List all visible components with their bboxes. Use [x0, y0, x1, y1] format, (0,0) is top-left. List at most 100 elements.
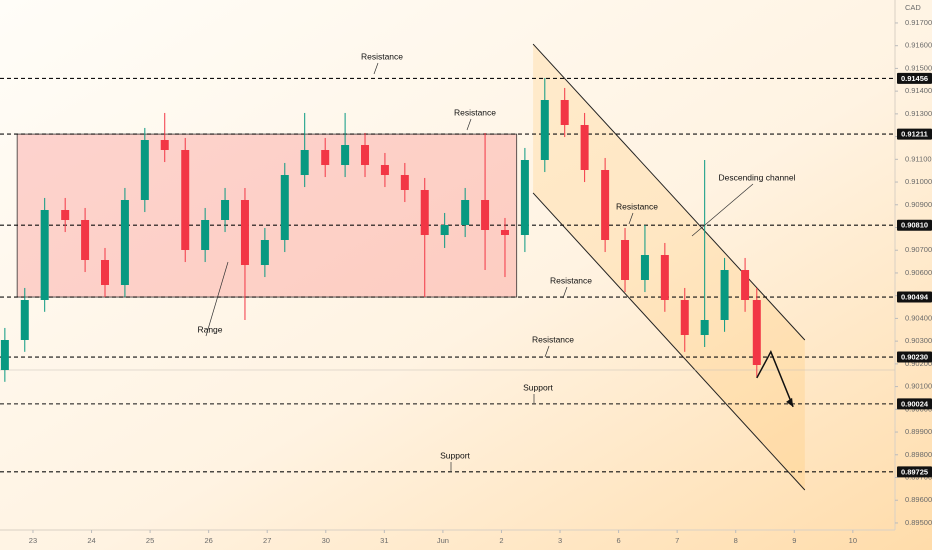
y-tick-label: 0.90700 [905, 245, 932, 254]
level-label: 0.91456 [901, 74, 928, 83]
candle-body [140, 140, 149, 200]
level-tag [897, 128, 932, 140]
candle-body [300, 150, 309, 175]
channel-line [532, 43, 806, 341]
candle-body [580, 125, 589, 170]
annotation: Resistance [454, 107, 496, 117]
y-tick-label: 0.91400 [905, 86, 932, 95]
candle-body [380, 165, 389, 175]
channel-line [532, 192, 806, 491]
level-label: 0.90024 [901, 399, 929, 408]
level-label: 0.91211 [901, 130, 928, 139]
candle-body [201, 220, 210, 250]
x-tick-label: 24 [87, 536, 95, 545]
annotation: Range [197, 324, 222, 334]
candle-body [160, 140, 169, 150]
y-tick-label: 0.90200 [905, 359, 932, 368]
candle-body [361, 145, 370, 165]
candle-body [461, 200, 470, 225]
level-label: 0.90494 [901, 293, 929, 302]
level-tag [897, 351, 932, 363]
candle-body [20, 300, 29, 340]
level-tag [897, 398, 932, 410]
annotation-pointer [562, 286, 568, 299]
annotation-pointer [373, 62, 379, 75]
y-tick-label: 0.91700 [905, 18, 932, 27]
channel-fill [533, 44, 805, 490]
annotation-pointer [466, 118, 472, 131]
candle-body [741, 270, 750, 300]
candle-body [240, 200, 249, 265]
annotation: Support [440, 450, 470, 460]
y-tick-label: 0.89500 [905, 518, 932, 527]
x-tick-label: 9 [792, 536, 796, 545]
y-tick-label: 0.89600 [905, 495, 932, 504]
y-tick-label: 0.90600 [905, 268, 932, 277]
x-tick-label: Jun [437, 536, 449, 545]
x-tick-label: 23 [29, 536, 37, 545]
candle-body [61, 210, 70, 220]
annotation-pointer [205, 261, 229, 337]
x-tick-label: 30 [322, 536, 330, 545]
y-tick-label: 0.89900 [905, 427, 932, 436]
x-tick-label: 2 [499, 536, 503, 545]
y-tick-label: 0.90300 [905, 336, 932, 345]
annotation: Resistance [361, 51, 403, 61]
y-tick-label: 0.91000 [905, 177, 932, 186]
candle-body [680, 300, 689, 335]
candle-body [341, 145, 350, 165]
candle-body [440, 225, 449, 235]
candle-body [500, 230, 509, 235]
candle-body [520, 160, 529, 235]
annotation-pointer [628, 212, 634, 225]
annotation: Resistance [550, 275, 592, 285]
candle-body [81, 220, 90, 260]
candle-body [101, 260, 110, 285]
candle-body [40, 210, 49, 300]
candle-body [752, 300, 761, 365]
annotation: Descending channel [718, 172, 795, 182]
level-tag [897, 219, 932, 231]
x-tick-label: 7 [675, 536, 679, 545]
level-label: 0.90810 [901, 221, 928, 230]
candle-body [621, 240, 630, 280]
y-tick-label: 0.90900 [905, 200, 932, 209]
candle-body [601, 170, 610, 240]
candle-body [640, 255, 649, 280]
projection-path [756, 350, 794, 408]
candle-body [540, 100, 549, 160]
candle-body [720, 270, 729, 320]
y-tick-label: 0.90100 [905, 382, 932, 391]
candle-body [700, 320, 709, 335]
range-box [16, 133, 518, 298]
x-tick-label: 26 [204, 536, 212, 545]
y-tick-label: 0.91100 [905, 154, 932, 163]
candle-body [321, 150, 330, 165]
y-tick-label: 0.89800 [905, 450, 932, 459]
level-label: 0.90230 [901, 353, 928, 362]
x-tick-label: 31 [380, 536, 388, 545]
candle-body [221, 200, 230, 220]
currency: CAD [905, 3, 921, 12]
y-tick-label: 0.91300 [905, 109, 932, 118]
annotation-pointer [544, 345, 550, 358]
candle-body [120, 200, 129, 285]
y-tick-label: 0.91600 [905, 41, 932, 50]
annotation-pointer [691, 183, 754, 237]
level-tag [897, 466, 932, 478]
candle-body [260, 240, 269, 265]
candle-body [181, 150, 190, 250]
x-tick-label: 27 [263, 536, 271, 545]
candle-body [0, 340, 9, 370]
candle-body [420, 190, 429, 235]
candle-body [400, 175, 409, 190]
y-tick-label: 0.91500 [905, 63, 932, 72]
level-tag [897, 291, 932, 303]
x-tick-label: 3 [558, 536, 562, 545]
x-tick-label: 8 [734, 536, 738, 545]
x-tick-label: 25 [146, 536, 154, 545]
y-tick-label: 0.90400 [905, 313, 932, 322]
level-tag [897, 72, 932, 84]
